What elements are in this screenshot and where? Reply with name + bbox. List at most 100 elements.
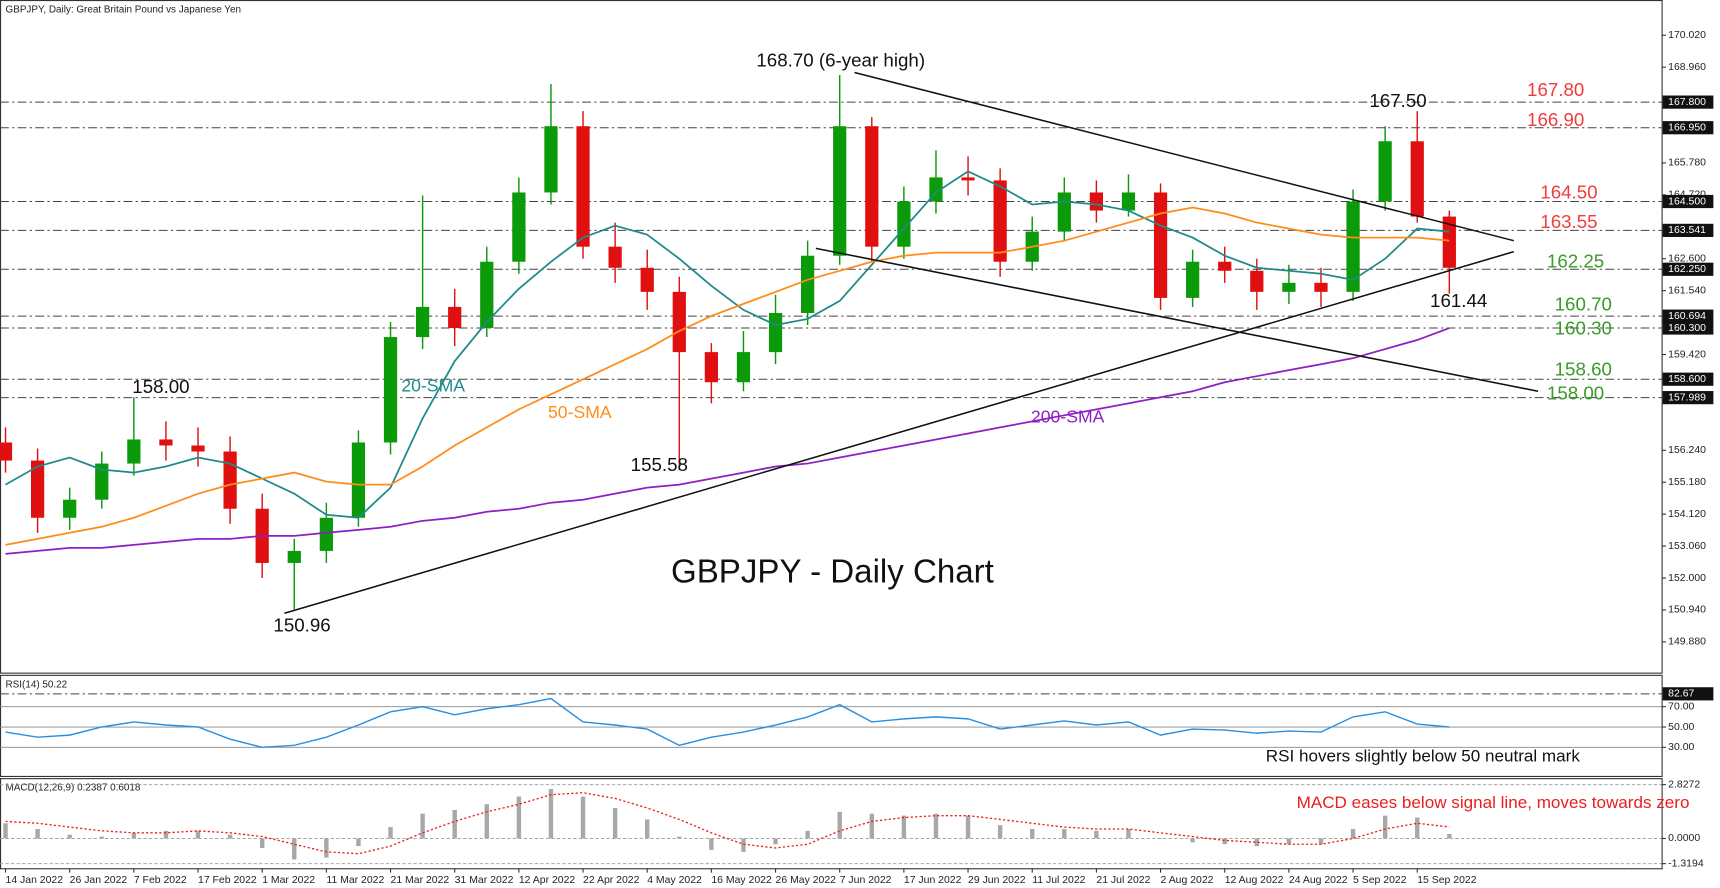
- price-tag-label: 163.541: [1668, 225, 1706, 236]
- sma-line: [5, 170, 1450, 519]
- price-tag: [1662, 121, 1714, 135]
- y-tick-label: 152.000: [1668, 573, 1706, 584]
- candle-body: [448, 306, 462, 329]
- annotation: 158.00: [1547, 383, 1604, 404]
- price-tag: [1662, 372, 1714, 386]
- annotation: 162.25: [1547, 251, 1604, 272]
- candle-body: [768, 312, 783, 353]
- annotation: 163.55: [1540, 211, 1597, 232]
- x-tick-label: 7 Feb 2022: [134, 875, 187, 886]
- price-tag-label: 167.800: [1668, 97, 1706, 108]
- macd-bar: [163, 830, 169, 839]
- candle-body: [0, 442, 13, 461]
- candle-body: [223, 451, 237, 509]
- macd-bar: [131, 832, 137, 839]
- price-tag-label: 160.694: [1668, 311, 1706, 322]
- y-tick-label: 150.940: [1668, 605, 1706, 616]
- candle-body: [1410, 141, 1424, 217]
- x-tick-label: 11 Jul 2022: [1032, 875, 1085, 886]
- sma-label: 200-SMA: [1031, 406, 1105, 426]
- x-tick-label: 14 Jan 2022: [6, 875, 64, 886]
- macd-bar: [324, 838, 329, 858]
- candle-body: [30, 460, 45, 518]
- annotation: 160.70: [1555, 293, 1612, 314]
- macd-bar: [67, 834, 72, 839]
- sma-line: [5, 327, 1450, 555]
- price-tag-label: 82.67: [1668, 689, 1694, 700]
- sma-line: [5, 206, 1450, 546]
- price-tag-label: 158.600: [1668, 374, 1706, 385]
- macd-bar: [292, 838, 297, 860]
- macd-bar: [1382, 815, 1388, 839]
- candle-body: [897, 201, 911, 247]
- macd-bar: [1318, 838, 1324, 845]
- macd-bar: [1158, 838, 1163, 840]
- candle-body: [415, 306, 430, 338]
- candle-body: [1218, 261, 1232, 271]
- macd-bar: [645, 819, 650, 839]
- price-tag-label: 166.950: [1668, 122, 1706, 133]
- y-tick-label: 162.600: [1668, 254, 1706, 265]
- price-tag: [1662, 194, 1714, 209]
- macd-bar: [99, 836, 104, 839]
- macd-bar: [773, 838, 778, 845]
- x-tick-label: 15 Sep 2022: [1417, 875, 1476, 886]
- candle-body: [640, 267, 654, 292]
- macd-bar: [3, 823, 8, 839]
- macd-bar: [548, 788, 554, 839]
- candle-body: [576, 126, 590, 247]
- annotation: 166.90: [1527, 109, 1584, 130]
- rsi-line: [5, 697, 1450, 749]
- macd-bar: [901, 815, 907, 839]
- x-tick-label: 16 May 2022: [711, 875, 772, 886]
- x-tick-label: 7 Jun 2022: [840, 875, 892, 886]
- macd-bar: [1415, 817, 1420, 839]
- price-tag: [1662, 391, 1714, 405]
- candle-body: [1186, 261, 1200, 298]
- annotation: 167.50: [1369, 90, 1426, 111]
- annotation: RSI hovers slightly below 50 neutral mar…: [1266, 747, 1581, 766]
- price-tag-label: 160.300: [1668, 323, 1706, 334]
- macd-bar: [612, 808, 618, 839]
- macd-bar: [869, 813, 875, 839]
- candle-body: [159, 439, 173, 446]
- macd-bar: [35, 828, 40, 839]
- sma-label: 50-SMA: [548, 402, 612, 422]
- macd-bar: [997, 825, 1003, 839]
- y-tick-label: -1.3194: [1668, 858, 1704, 869]
- candle-body: [1442, 216, 1456, 268]
- x-tick-label: 12 Aug 2022: [1225, 875, 1284, 886]
- y-tick-label: 149.880: [1668, 637, 1706, 648]
- y-tick-label: 156.240: [1668, 445, 1706, 456]
- candle-body: [865, 126, 879, 247]
- x-tick-label: 1 Mar 2022: [262, 875, 315, 886]
- macd-bar: [837, 811, 842, 839]
- macd-bar: [1222, 838, 1227, 845]
- pane-header: MACD(12,26,9) 0.2387 0.6018: [6, 783, 141, 794]
- macd-bar: [805, 830, 810, 839]
- candle-body: [961, 177, 975, 181]
- x-tick-label: 24 Aug 2022: [1289, 875, 1348, 886]
- macd-pane: [0, 778, 1663, 870]
- price-tag: [1662, 95, 1714, 109]
- macd-bar: [356, 838, 361, 847]
- macd-bar: [484, 804, 489, 839]
- macd-bar: [1447, 833, 1452, 839]
- rsi-pane: [0, 674, 1663, 778]
- candle-body: [704, 352, 718, 383]
- macd-bar: [420, 813, 425, 839]
- pane-header: RSI(14) 50.22: [6, 679, 68, 690]
- candle-body: [608, 246, 622, 268]
- price-tag: [1662, 262, 1714, 276]
- candle-body: [1153, 192, 1168, 298]
- candle-body: [993, 180, 1007, 262]
- candle-body: [1314, 282, 1328, 292]
- frame: [0, 0, 1663, 870]
- macd-bar: [1190, 838, 1195, 843]
- y-tick-label: 168.960: [1668, 62, 1706, 73]
- x-tick-label: 22 Apr 2022: [583, 875, 640, 886]
- pane-header: GBPJPY, Daily: Great Britain Pound vs Ja…: [6, 5, 242, 16]
- candle-body: [1282, 282, 1296, 292]
- x-tick-label: 17 Jun 2022: [904, 875, 962, 886]
